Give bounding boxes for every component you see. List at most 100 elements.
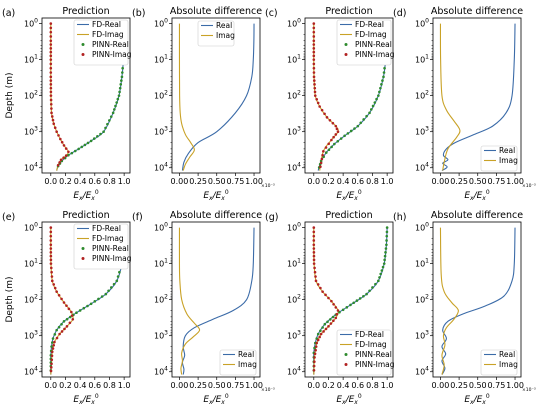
series-marker-pinn-imag [49,79,53,82]
x-tick-label: 0.0 [307,177,320,186]
series-marker-pinn-imag [49,47,53,50]
series-marker-pinn-real [116,97,120,101]
series-marker-pinn-imag [320,157,324,161]
series-marker-pinn-real [316,332,320,336]
series-marker-pinn-imag [312,364,316,368]
series-marker-pinn-real [60,322,63,326]
series-marker-pinn-imag [49,366,53,369]
legend-marker [344,353,348,356]
legend-marker [81,257,85,260]
series-marker-pinn-imag [64,147,68,150]
series-marker-pinn-real [380,269,384,272]
x-tick-label: 0.50 [469,381,487,390]
panel-title: Prediction [325,6,372,17]
y-tick-label: 102 [287,90,301,101]
legend-entry: FD-Real [92,20,121,29]
legend-entry: FD-Imag [355,340,387,349]
x-tick-label: 0.0 [307,381,320,390]
series-group [178,227,255,375]
series-marker-pinn-real [75,311,78,314]
series-marker-pinn-imag [313,94,317,97]
series-marker-pinn-imag [312,71,316,74]
series-marker-pinn-real [374,282,377,286]
y-tick-label: 101 [415,54,429,65]
series-marker-pinn-imag [56,163,60,167]
y-tick-label: 102 [24,90,38,101]
x-axis-label: Ex/Ex0 [336,189,362,202]
series-marker-pinn-imag [58,332,61,336]
series-marker-pinn-real [120,75,124,79]
series-marker-pinn-imag [59,158,63,162]
series-marker-pinn-real [68,315,72,319]
series-marker-pinn-imag [49,247,53,250]
series-marker-pinn-real [343,134,346,138]
series-marker-pinn-imag [50,350,54,354]
series-marker-pinn-imag [322,150,325,153]
x-tick-label: 0.6 [351,381,364,390]
series-marker-pinn-imag [50,111,53,115]
series-marker-pinn-real [384,251,387,254]
series-marker-pinn-imag [332,319,335,322]
y-tick-label: 103 [287,330,301,341]
series-marker-pinn-imag [314,275,317,278]
x-tick-label: 0.6 [351,177,364,186]
series-marker-pinn-real [356,124,360,128]
x-tick-label: 0.0 [44,177,57,186]
series-marker-pinn-imag [315,97,319,101]
series-marker-pinn-real [385,243,388,247]
series-marker-pinn-imag [62,301,66,304]
x-tick-label: 0.8 [103,381,116,390]
series-marker-pinn-real [82,306,86,310]
x-tick-label: 0.50 [208,177,226,186]
y-tick-label: 101 [154,258,168,269]
series-marker-pinn-imag [336,130,340,133]
series-marker-pinn-real [375,97,378,101]
series-marker-pinn-real [78,309,82,312]
series-marker-pinn-imag [50,115,54,118]
series-marker-pinn-real [377,279,380,283]
legend-box [336,329,392,376]
series-marker-pinn-imag [49,22,53,25]
legend-entry: FD-Imag [355,30,387,39]
series-marker-pinn-imag [312,66,316,70]
x-tick-label: 0.2 [59,177,72,186]
x-tick-label: 1.00 [245,381,263,390]
series-marker-pinn-real [121,71,124,74]
series-marker-pinn-imag [49,230,53,234]
y-tick-label: 101 [287,258,301,269]
series-marker-pinn-imag [312,226,316,229]
legend-box [197,20,235,47]
series-marker-pinn-real [121,66,124,70]
series-marker-pinn-imag [321,290,324,293]
series-marker-pinn-real [107,289,110,293]
series-marker-pinn-imag [313,90,317,94]
series-marker-pinn-imag [49,262,53,265]
y-tick-label: 101 [287,54,301,65]
panel-title: Absolute difference [170,210,262,221]
series-marker-pinn-real [112,282,116,286]
series-marker-pinn-real [330,145,333,149]
series-marker-pinn-imag [323,112,326,116]
y-tick-label: 101 [24,54,38,65]
legend-box [73,19,129,66]
series-marker-pinn-real [102,130,105,133]
series-marker-pinn-imag [49,26,53,30]
series-marker-pinn-imag [55,336,59,340]
series-marker-pinn-real [346,132,350,135]
series-marker-pinn-imag [49,30,53,34]
series-marker-pinn-imag [68,321,72,325]
legend-marker [344,53,348,56]
series-marker-pinn-imag [324,146,328,149]
series-line-real [181,23,255,171]
series-marker-pinn-imag [49,62,53,66]
y-tick-label: 103 [415,126,429,137]
legend-entry: Imag [499,360,518,369]
y-tick-label: 104 [415,162,429,173]
x-tick-label: 0.0 [44,381,57,390]
series-marker-pinn-real [65,317,69,321]
series-marker-pinn-imag [55,130,58,133]
